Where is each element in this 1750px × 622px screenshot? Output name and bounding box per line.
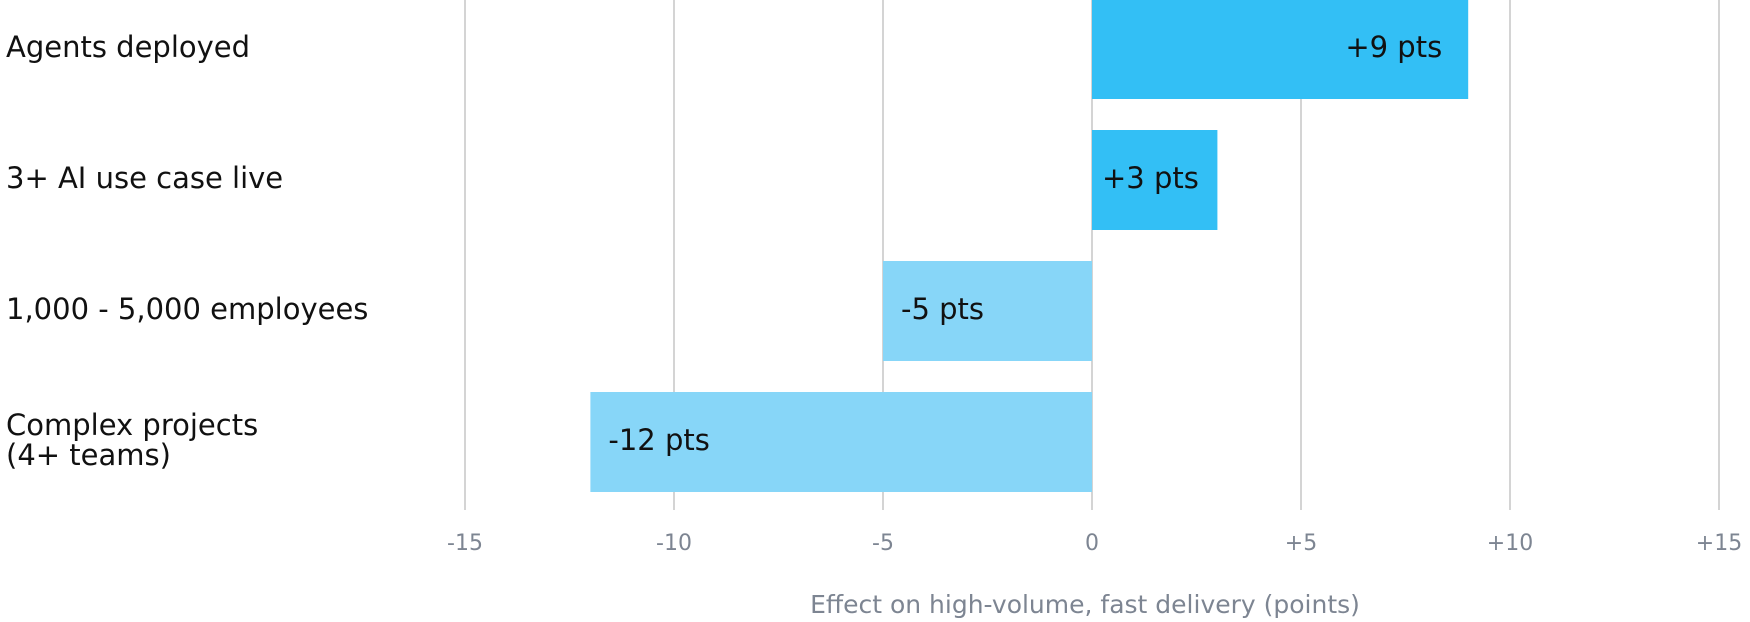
value-label: -12 pts <box>608 423 709 457</box>
x-axis-title: Effect on high-volume, fast delivery (po… <box>810 590 1360 619</box>
bar <box>1092 130 1218 230</box>
category-label: Complex projects (4+ teams) <box>6 408 258 472</box>
category-label: 3+ AI use case live <box>6 161 283 195</box>
x-tick-label: -5 <box>872 531 894 556</box>
x-tick-label: -10 <box>656 531 692 556</box>
x-tick-label: +15 <box>1696 531 1742 556</box>
category-label: 1,000 - 5,000 employees <box>6 292 368 326</box>
bar <box>1092 0 1469 99</box>
bar <box>590 392 1092 492</box>
category-label: Agents deployed <box>6 30 250 64</box>
x-tick-label: 0 <box>1085 531 1099 556</box>
x-tick-label: -15 <box>447 531 483 556</box>
x-tick-label: +10 <box>1487 531 1533 556</box>
x-tick-label: +5 <box>1285 531 1317 556</box>
bar <box>883 261 1092 361</box>
value-label: +9 pts <box>1345 30 1442 64</box>
value-label: +3 pts <box>1102 161 1199 195</box>
value-label: -5 pts <box>901 292 984 326</box>
